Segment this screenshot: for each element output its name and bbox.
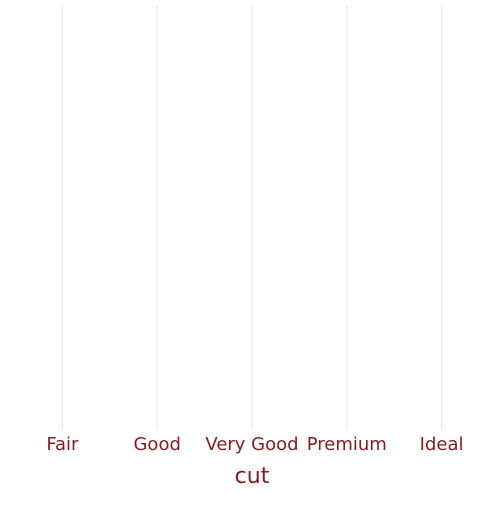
x-axis-title: cut [235, 464, 270, 489]
x-tick-label: Very Good [205, 434, 298, 455]
x-tick-label: Premium [307, 434, 387, 455]
x-tick-label: Good [133, 434, 180, 455]
x-tick-label: Fair [46, 434, 79, 455]
x-tick-label: Ideal [420, 434, 464, 455]
